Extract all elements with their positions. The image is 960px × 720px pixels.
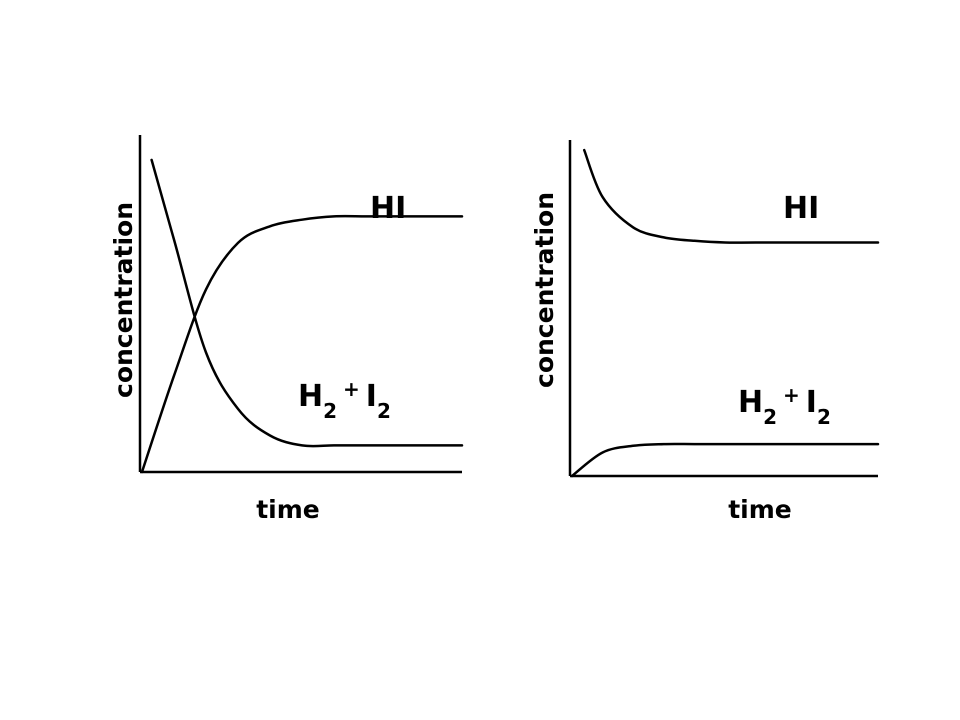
series-label-part: I <box>806 385 817 420</box>
series-line-h2-i2 <box>570 442 880 478</box>
series-label-part: + <box>343 377 360 401</box>
xlabel-right: time <box>728 495 792 524</box>
series-label-right-h2i2: H2+ I2 <box>738 383 831 429</box>
series-label-part: I <box>366 379 377 414</box>
xlabel-left: time <box>256 495 320 524</box>
series-label-part: 2 <box>377 399 391 423</box>
chart-left: concentration time HI H2+ I2 <box>109 135 464 524</box>
series-line-h2-i2 <box>150 158 464 448</box>
series-label-left-h2i2: H2+ I2 <box>298 377 391 423</box>
series-label-part: 2 <box>817 405 831 429</box>
series-label-part: + <box>783 383 800 407</box>
series-label-part: H <box>298 379 323 414</box>
ylabel-right: concentration <box>530 192 559 388</box>
series-label-part: 2 <box>323 399 337 423</box>
series-group-left <box>140 158 464 474</box>
series-label-left-hi: HI <box>370 191 406 226</box>
series-line-hi <box>140 214 464 474</box>
series-line-hi <box>582 148 880 244</box>
series-label-part: H <box>738 385 763 420</box>
series-label-right-hi: HI <box>783 191 819 226</box>
ylabel-left: concentration <box>109 202 138 398</box>
series-label-part: 2 <box>763 405 777 429</box>
chart-right: concentration time HI H2+ I2 <box>530 140 880 524</box>
series-group-right <box>570 148 880 478</box>
